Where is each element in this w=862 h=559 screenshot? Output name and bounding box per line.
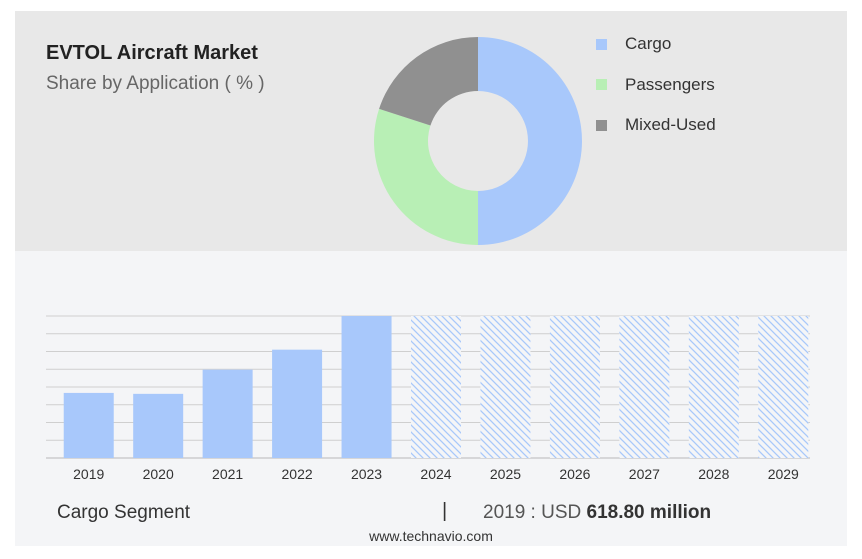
legend-label-mixed-used: Mixed-Used <box>625 115 716 135</box>
x-tick-label-2028: 2028 <box>698 466 729 482</box>
legend-swatch-mixed-used <box>596 119 607 131</box>
bar-2026 <box>549 316 600 458</box>
legend-label-cargo: Cargo <box>625 34 672 54</box>
legend-swatch-cargo <box>596 38 607 50</box>
x-tick-label-2019: 2019 <box>73 466 104 482</box>
donut-slice-passengers <box>374 108 478 245</box>
x-tick-label-2022: 2022 <box>282 466 313 482</box>
segment-year: 2019 : USD <box>483 502 582 523</box>
chart-title: EVTOL Aircraft Market <box>46 42 258 64</box>
legend-item-passengers: Passengers <box>596 65 716 106</box>
segment-value-line: 2019 : USD 618.80 million <box>483 502 711 524</box>
x-tick-label-2025: 2025 <box>490 466 521 482</box>
legend: Cargo Passengers Mixed-Used <box>596 24 716 146</box>
bar-2029 <box>758 316 809 458</box>
donut-slice-mixed-used <box>379 37 478 126</box>
legend-item-cargo: Cargo <box>596 24 716 65</box>
legend-item-mixed-used: Mixed-Used <box>596 105 716 146</box>
bar-2021 <box>202 369 253 458</box>
bar-2025 <box>480 316 531 458</box>
x-tick-label-2029: 2029 <box>768 466 799 482</box>
legend-swatch-passengers <box>596 79 607 91</box>
footer-separator: | <box>442 500 448 522</box>
chart-subtitle: Share by Application ( % ) <box>46 73 265 94</box>
bar-2023 <box>341 316 392 458</box>
bar-2024 <box>411 316 461 458</box>
bar-2022 <box>272 349 323 458</box>
source-link[interactable]: www.technavio.com <box>369 528 493 544</box>
segment-value: 618.80 million <box>586 502 712 523</box>
x-tick-label-2020: 2020 <box>143 466 174 482</box>
x-tick-label-2024: 2024 <box>420 466 451 482</box>
x-tick-label-2027: 2027 <box>629 466 660 482</box>
bar-2019 <box>63 392 114 458</box>
x-tick-label-2023: 2023 <box>351 466 382 482</box>
donut-chart <box>374 37 582 245</box>
legend-label-passengers: Passengers <box>625 74 715 94</box>
x-tick-label-2021: 2021 <box>212 466 243 482</box>
donut-slice-cargo <box>478 37 582 245</box>
bar-2028 <box>688 316 739 458</box>
bar-2020 <box>133 393 184 458</box>
bar-2027 <box>619 316 670 458</box>
x-tick-label-2026: 2026 <box>559 466 590 482</box>
segment-label: Cargo Segment <box>57 502 191 523</box>
